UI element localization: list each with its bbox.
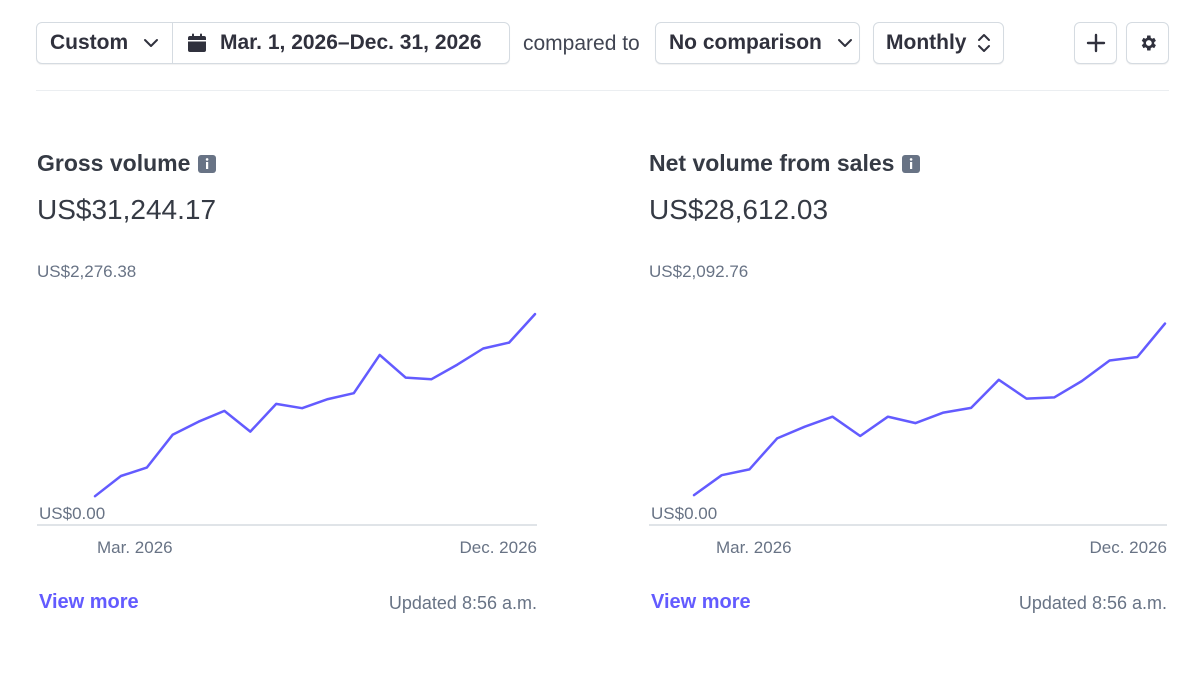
chevron-down-icon [144,39,159,47]
view-more-link[interactable]: View more [39,591,139,613]
y-max-label: US$2,276.38 [37,262,137,281]
x-start-label: Mar. 2026 [97,538,173,557]
add-button[interactable] [1074,22,1117,64]
comparison-dropdown[interactable]: No comparison [655,22,860,64]
series-line [692,322,1167,497]
toolbar-divider [36,90,1169,91]
compared-to-label: compared to [523,32,640,55]
x-start-label: Mar. 2026 [716,538,792,557]
x-end-label: Dec. 2026 [459,538,538,557]
toolbar: Custom Mar. 1, 2026–Dec. 31, 2026 compar… [36,22,1169,66]
chevron-down-icon [837,39,852,47]
gross-volume-card: Gross volume US$31,244.17 US$2,276.38 US… [37,140,537,620]
updated-timestamp: Updated 8:56 a.m. [1018,593,1167,613]
card-value: US$31,244.17 [37,194,217,225]
up-down-chevron-icon [978,34,991,52]
updated-timestamp: Updated 8:56 a.m. [388,593,537,613]
y-min-label: US$0.00 [651,504,718,523]
card-title-text: Gross volume [37,150,191,176]
gear-icon [1141,35,1156,51]
date-range-label: Mar. 1, 2026–Dec. 31, 2026 [220,31,482,54]
info-icon[interactable] [902,154,921,173]
date-range-picker[interactable]: Mar. 1, 2026–Dec. 31, 2026 [173,23,482,63]
card-title: Gross volume [37,150,217,177]
interval-select[interactable]: Monthly [873,22,1004,64]
info-icon[interactable] [198,154,217,173]
calendar-icon [188,33,206,52]
view-more-link[interactable]: View more [651,591,751,613]
settings-button[interactable] [1126,22,1169,64]
y-max-label: US$2,092.76 [649,262,749,281]
y-min-label: US$0.00 [39,504,106,523]
series-line [93,312,537,498]
range-preset-dropdown[interactable]: Custom [37,23,173,63]
card-title: Net volume from sales [649,150,921,177]
comparison-label: No comparison [669,31,822,54]
x-end-label: Dec. 2026 [1089,538,1168,557]
plus-icon [1086,33,1105,53]
interval-label: Monthly [886,31,967,54]
net-volume-chart [649,322,1167,526]
card-title-text: Net volume from sales [649,150,895,176]
range-preset-label: Custom [50,31,129,54]
gross-volume-chart [37,312,537,526]
card-value: US$28,612.03 [649,194,829,225]
date-range-group: Custom Mar. 1, 2026–Dec. 31, 2026 [36,22,510,64]
net-volume-card: Net volume from sales US$28,612.03 US$2,… [649,140,1167,620]
